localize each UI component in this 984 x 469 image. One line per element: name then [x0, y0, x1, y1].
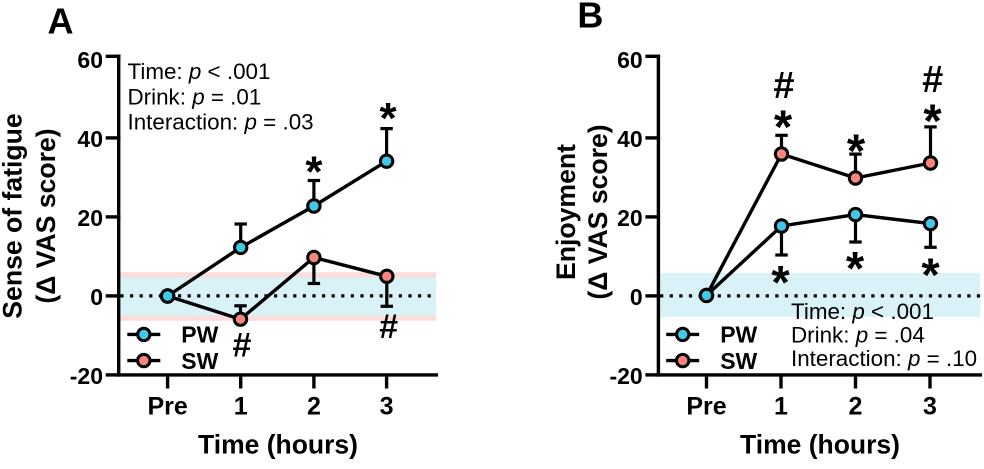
svg-text:20: 20 [617, 205, 643, 231]
svg-text:Drink: p = .01: Drink: p = .01 [128, 84, 262, 109]
svg-text:40: 40 [77, 126, 103, 152]
svg-text:40: 40 [617, 126, 643, 152]
svg-text:*: * [771, 256, 790, 309]
svg-text:0: 0 [630, 284, 643, 310]
svg-text:*: * [305, 148, 323, 197]
svg-text:1: 1 [774, 393, 788, 421]
svg-text:20: 20 [77, 205, 103, 231]
svg-text:2: 2 [307, 393, 321, 421]
svg-text:(Δ VAS score): (Δ VAS score) [583, 124, 613, 299]
svg-text:3: 3 [923, 393, 937, 421]
svg-text:#: # [773, 65, 794, 107]
svg-text:0: 0 [90, 284, 103, 310]
svg-text:#: # [922, 59, 943, 101]
svg-text:*: * [921, 248, 940, 301]
svg-text:Sense of fatigue: Sense of fatigue [0, 113, 28, 318]
svg-text:2: 2 [849, 393, 863, 421]
svg-text:1: 1 [234, 393, 248, 421]
svg-text:#: # [233, 327, 252, 365]
svg-text:Time: p < .001: Time: p < .001 [128, 59, 271, 84]
svg-text:Pre: Pre [686, 393, 726, 421]
svg-text:Drink: p = .04: Drink: p = .04 [791, 322, 925, 347]
svg-text:Interaction: p = .10: Interaction: p = .10 [791, 346, 977, 371]
svg-text:Pre: Pre [147, 393, 187, 421]
svg-text:B: B [577, 0, 603, 35]
svg-text:PW: PW [720, 322, 757, 348]
svg-text:60: 60 [617, 47, 643, 73]
svg-text:*: * [846, 241, 865, 294]
svg-text:#: # [379, 308, 398, 346]
svg-text:Enjoyment: Enjoyment [551, 144, 581, 280]
svg-text:*: * [923, 94, 942, 147]
svg-text:Time: p < .001: Time: p < .001 [791, 299, 934, 324]
svg-text:A: A [48, 1, 74, 42]
svg-text:*: * [774, 100, 793, 153]
svg-text:*: * [380, 94, 398, 143]
svg-text:-20: -20 [70, 363, 103, 389]
svg-text:(Δ VAS score): (Δ VAS score) [31, 128, 61, 303]
svg-text:SW: SW [181, 348, 218, 374]
svg-text:Time (hours): Time (hours) [740, 430, 900, 460]
svg-text:3: 3 [380, 393, 394, 421]
svg-text:60: 60 [77, 47, 103, 73]
svg-text:SW: SW [720, 348, 757, 374]
svg-text:*: * [847, 124, 866, 177]
svg-text:Interaction: p = .03: Interaction: p = .03 [128, 110, 314, 135]
svg-text:-20: -20 [609, 363, 642, 389]
svg-text:PW: PW [181, 322, 218, 348]
svg-text:Time (hours): Time (hours) [198, 430, 358, 460]
